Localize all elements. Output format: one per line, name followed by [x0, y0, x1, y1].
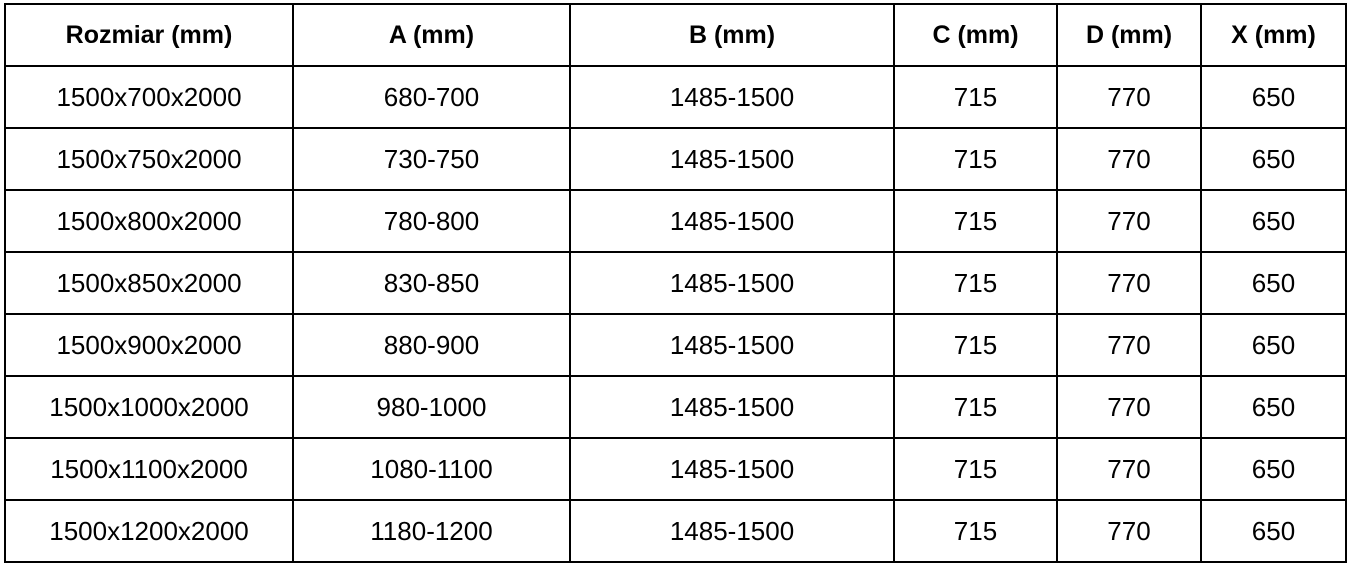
cell-b: 1485-1500 [569, 313, 895, 377]
cell-c: 715 [893, 189, 1058, 253]
cell-a: 730-750 [292, 127, 571, 191]
cell-x: 650 [1200, 127, 1347, 191]
cell-size: 1500x800x2000 [4, 189, 294, 253]
table-row: 1500x900x2000 880-900 1485-1500 715 770 650 [4, 313, 1347, 377]
cell-c: 715 [893, 499, 1058, 563]
cell-b: 1485-1500 [569, 189, 895, 253]
cell-size: 1500x1100x2000 [4, 437, 294, 501]
table-row: 1500x750x2000 730-750 1485-1500 715 770 650 [4, 127, 1347, 191]
cell-size: 1500x850x2000 [4, 251, 294, 315]
cell-a: 1080-1100 [292, 437, 571, 501]
cell-d: 770 [1056, 437, 1202, 501]
cell-a: 880-900 [292, 313, 571, 377]
cell-c: 715 [893, 251, 1058, 315]
cell-d: 770 [1056, 189, 1202, 253]
header-size: Rozmiar (mm) [4, 3, 294, 67]
table-row: 1500x1100x2000 1080-1100 1485-1500 715 770 65… [4, 437, 1347, 501]
cell-size: 1500x900x2000 [4, 313, 294, 377]
cell-c: 715 [893, 65, 1058, 129]
cell-b: 1485-1500 [569, 375, 895, 439]
header-c: C (mm) [893, 3, 1058, 67]
header-x: X (mm) [1200, 3, 1347, 67]
cell-b: 1485-1500 [569, 65, 895, 129]
cell-c: 715 [893, 313, 1058, 377]
cell-x: 650 [1200, 437, 1347, 501]
header-a: A (mm) [292, 3, 571, 67]
cell-d: 770 [1056, 499, 1202, 563]
cell-x: 650 [1200, 375, 1347, 439]
cell-size: 1500x750x2000 [4, 127, 294, 191]
table-row: 1500x850x2000 830-850 1485-1500 715 770 650 [4, 251, 1347, 315]
cell-d: 770 [1056, 313, 1202, 377]
cell-size: 1500x1200x2000 [4, 499, 294, 563]
header-d: D (mm) [1056, 3, 1202, 67]
cell-a: 1180-1200 [292, 499, 571, 563]
cell-b: 1485-1500 [569, 499, 895, 563]
cell-b: 1485-1500 [569, 437, 895, 501]
cell-a: 830-850 [292, 251, 571, 315]
cell-c: 715 [893, 375, 1058, 439]
table-row: 1500x800x2000 780-800 1485-1500 715 770 650 [4, 189, 1347, 253]
cell-c: 715 [893, 437, 1058, 501]
cell-a: 980-1000 [292, 375, 571, 439]
cell-d: 770 [1056, 375, 1202, 439]
cell-b: 1485-1500 [569, 127, 895, 191]
cell-x: 650 [1200, 189, 1347, 253]
cell-x: 650 [1200, 251, 1347, 315]
cell-c: 715 [893, 127, 1058, 191]
cell-size: 1500x700x2000 [4, 65, 294, 129]
header-row: Rozmiar (mm) A (mm) B (mm) C (mm) D (mm)… [4, 3, 1347, 67]
cell-d: 770 [1056, 251, 1202, 315]
table-row: 1500x1200x2000 1180-1200 1485-1500 715 770 65… [4, 499, 1347, 563]
cell-d: 770 [1056, 127, 1202, 191]
table-body: 1500x700x2000 680-700 1485-1500 715 770 650 15… [4, 65, 1347, 563]
dimensions-table: Rozmiar (mm) A (mm) B (mm) C (mm) D (mm)… [4, 3, 1347, 563]
header-b: B (mm) [569, 3, 895, 67]
table-row: 1500x700x2000 680-700 1485-1500 715 770 650 [4, 65, 1347, 129]
cell-x: 650 [1200, 65, 1347, 129]
table-row: 1500x1000x2000 980-1000 1485-1500 715 770 650 [4, 375, 1347, 439]
cell-d: 770 [1056, 65, 1202, 129]
cell-a: 780-800 [292, 189, 571, 253]
cell-x: 650 [1200, 499, 1347, 563]
cell-size: 1500x1000x2000 [4, 375, 294, 439]
cell-x: 650 [1200, 313, 1347, 377]
cell-b: 1485-1500 [569, 251, 895, 315]
cell-a: 680-700 [292, 65, 571, 129]
